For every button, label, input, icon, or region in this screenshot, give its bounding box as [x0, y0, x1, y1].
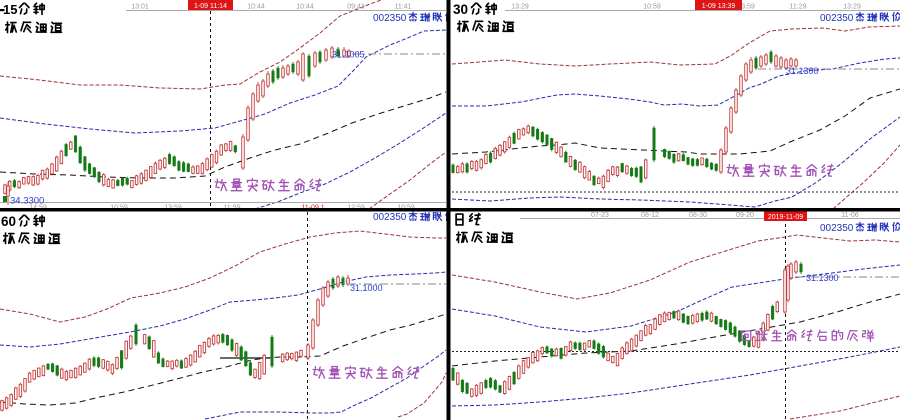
svg-text:002350: 002350 — [373, 13, 407, 24]
svg-text:002350: 002350 — [820, 223, 854, 234]
svg-text:11:59: 11:59 — [224, 205, 241, 212]
svg-text:08-30: 08-30 — [689, 212, 707, 219]
svg-text:13:29: 13:29 — [843, 4, 861, 11]
svg-text:10:59: 10:59 — [110, 205, 128, 212]
svg-text:08-12: 08-12 — [641, 212, 659, 219]
svg-text:34.3300: 34.3300 — [10, 196, 44, 207]
svg-text:14:59: 14:59 — [29, 205, 47, 212]
svg-text:31.1005: 31.1005 — [332, 50, 365, 60]
svg-text:1-09 13:39: 1-09 13:39 — [702, 3, 736, 10]
svg-text:31.1300: 31.1300 — [786, 66, 819, 76]
svg-text:10:59: 10:59 — [643, 4, 661, 11]
svg-text:10:59: 10:59 — [397, 205, 415, 212]
svg-text:09:43: 09:43 — [347, 4, 365, 11]
svg-text:11-06: 11-06 — [841, 212, 858, 219]
svg-text:1-09 11:14: 1-09 11:14 — [194, 3, 227, 10]
svg-text:31.1300: 31.1300 — [806, 273, 839, 283]
svg-text:002350: 002350 — [373, 212, 407, 223]
svg-text:60: 60 — [1, 214, 16, 229]
svg-text:11-09 1: 11-09 1 — [301, 205, 324, 212]
svg-text:11:41: 11:41 — [395, 4, 412, 11]
svg-text:2019-11-09: 2019-11-09 — [768, 214, 803, 221]
svg-text:10:44: 10:44 — [247, 4, 265, 11]
svg-text:07-23: 07-23 — [591, 212, 609, 219]
svg-text:15: 15 — [3, 2, 17, 17]
svg-text:3:59: 3:59 — [741, 4, 755, 11]
svg-text:30: 30 — [453, 2, 468, 17]
svg-text:11:29: 11:29 — [790, 4, 807, 11]
svg-text:13:59: 13:59 — [164, 205, 182, 212]
svg-text:09-20: 09-20 — [736, 212, 754, 219]
svg-text:13:01: 13:01 — [131, 4, 149, 11]
svg-text:13:29: 13:29 — [511, 4, 529, 11]
svg-text:10:44: 10:44 — [296, 4, 314, 11]
svg-text:31.1000: 31.1000 — [350, 283, 383, 293]
svg-text:002350: 002350 — [820, 13, 854, 24]
svg-text:12:59: 12:59 — [347, 205, 365, 212]
